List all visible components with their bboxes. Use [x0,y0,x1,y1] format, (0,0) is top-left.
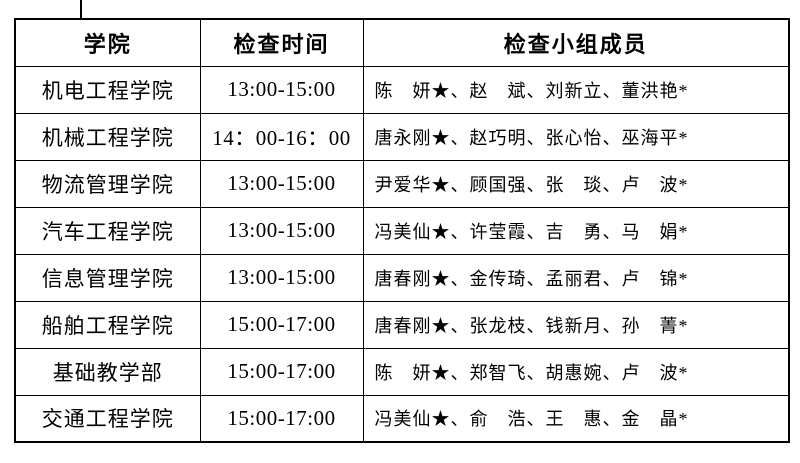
table-row: 机电工程学院 13:00-15:00 陈 妍★、赵 斌、刘新立、董洪艳* [14,65,790,114]
table-row: 机械工程学院 14：00-16：00 唐永刚★、赵巧明、张心怡、巫海平* [14,112,790,161]
college-cell: 基础教学部 [14,347,201,396]
members-header: 检查小组成员 [362,18,790,67]
time-cell: 13:00-15:00 [199,206,364,255]
college-cell: 汽车工程学院 [14,206,201,255]
time-cell: 13:00-15:00 [199,159,364,208]
members-cell: 唐春刚★、张龙枝、钱新月、孙 菁* [362,300,790,349]
members-cell: 陈 妍★、郑智飞、胡惠婉、卢 波* [362,347,790,396]
inspection-schedule-table: 学院 检查时间 检查小组成员 机电工程学院 13:00-15:00 陈 妍★、赵… [14,18,790,443]
table-row: 物流管理学院 13:00-15:00 尹爱华★、顾国强、张 琰、卢 波* [14,159,790,208]
table-row: 船舶工程学院 15:00-17:00 唐春刚★、张龙枝、钱新月、孙 菁* [14,300,790,349]
time-header: 检查时间 [199,18,364,67]
stray-vertical-border-line [80,0,82,19]
college-cell: 机电工程学院 [14,65,201,114]
college-cell: 物流管理学院 [14,159,201,208]
college-header: 学院 [14,18,201,67]
time-cell: 13:00-15:00 [199,253,364,302]
table-row: 基础教学部 15:00-17:00 陈 妍★、郑智飞、胡惠婉、卢 波* [14,347,790,396]
college-cell: 机械工程学院 [14,112,201,161]
college-cell: 交通工程学院 [14,394,201,443]
table-row: 汽车工程学院 13:00-15:00 冯美仙★、许莹霞、吉 勇、马 娟* [14,206,790,255]
time-cell: 15:00-17:00 [199,300,364,349]
members-cell: 唐永刚★、赵巧明、张心怡、巫海平* [362,112,790,161]
table-row: 交通工程学院 15:00-17:00 冯美仙★、俞 浩、王 惠、金 晶* [14,394,790,443]
college-cell: 信息管理学院 [14,253,201,302]
time-cell: 15:00-17:00 [199,394,364,443]
time-cell: 13:00-15:00 [199,65,364,114]
members-cell: 尹爱华★、顾国强、张 琰、卢 波* [362,159,790,208]
college-cell: 船舶工程学院 [14,300,201,349]
table-row: 信息管理学院 13:00-15:00 唐春刚★、金传琦、孟丽君、卢 锦* [14,253,790,302]
header-row: 学院 检查时间 检查小组成员 [14,18,790,67]
members-cell: 陈 妍★、赵 斌、刘新立、董洪艳* [362,65,790,114]
members-cell: 冯美仙★、俞 浩、王 惠、金 晶* [362,394,790,443]
time-cell: 14：00-16：00 [199,112,364,161]
members-cell: 冯美仙★、许莹霞、吉 勇、马 娟* [362,206,790,255]
members-cell: 唐春刚★、金传琦、孟丽君、卢 锦* [362,253,790,302]
time-cell: 15:00-17:00 [199,347,364,396]
